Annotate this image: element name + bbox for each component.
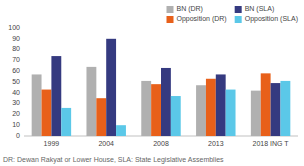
y-tick-label: 30 — [12, 99, 20, 106]
legend-swatch — [235, 6, 242, 13]
legend-swatch — [167, 16, 174, 23]
y-tick-label: 60 — [12, 67, 20, 74]
bar — [271, 83, 281, 136]
bar — [280, 81, 290, 136]
bar — [161, 68, 171, 136]
bar — [116, 125, 126, 136]
bar — [141, 81, 151, 136]
legend-label: Opposition (DR) — [177, 15, 227, 23]
y-tick-label: 70 — [12, 56, 20, 63]
bar — [61, 108, 71, 136]
bar — [261, 73, 271, 136]
x-tick-label: 2004 — [98, 140, 114, 147]
y-tick-label: 40 — [12, 89, 20, 96]
bar — [51, 56, 61, 136]
bar — [171, 96, 181, 136]
y-tick-label: 50 — [12, 78, 20, 85]
bar — [96, 98, 106, 136]
footnote: DR: Dewan Rakyat or Lower House, SLA: St… — [3, 156, 224, 164]
bar — [216, 74, 226, 136]
bar — [106, 39, 116, 136]
x-tick-label: 2018 ING T — [253, 140, 290, 147]
legend-swatch — [167, 6, 174, 13]
legend: BN (DR) Opposition (DR) BN (SLA) Opposition… — [167, 5, 299, 23]
bars — [32, 39, 291, 136]
legend-label: Opposition (SLA) — [245, 15, 298, 23]
y-tick-label: 100 — [8, 24, 20, 31]
y-tick-label: 10 — [12, 121, 20, 128]
x-tick-label: 2008 — [153, 140, 169, 147]
y-tick-label: 0 — [16, 132, 20, 139]
legend-label: BN (SLA) — [245, 5, 275, 13]
legend-label: BN (DR) — [177, 5, 203, 13]
chart: 0 10 20 30 40 50 60 70 80 90 100 1999 2004 2008 2013 20… — [0, 0, 304, 166]
y-tick-label: 90 — [12, 35, 20, 42]
y-tick-label: 80 — [12, 45, 20, 52]
bar — [206, 79, 216, 136]
bar — [251, 91, 261, 136]
legend-swatch — [235, 16, 242, 23]
x-tick-label: 1999 — [44, 140, 60, 147]
bar — [196, 85, 206, 136]
bar — [226, 90, 236, 136]
bar — [151, 84, 161, 136]
bar — [42, 90, 52, 136]
x-tick-label: 2013 — [208, 140, 224, 147]
bar — [86, 67, 96, 136]
y-tick-label: 20 — [12, 110, 20, 117]
bar — [32, 74, 42, 136]
